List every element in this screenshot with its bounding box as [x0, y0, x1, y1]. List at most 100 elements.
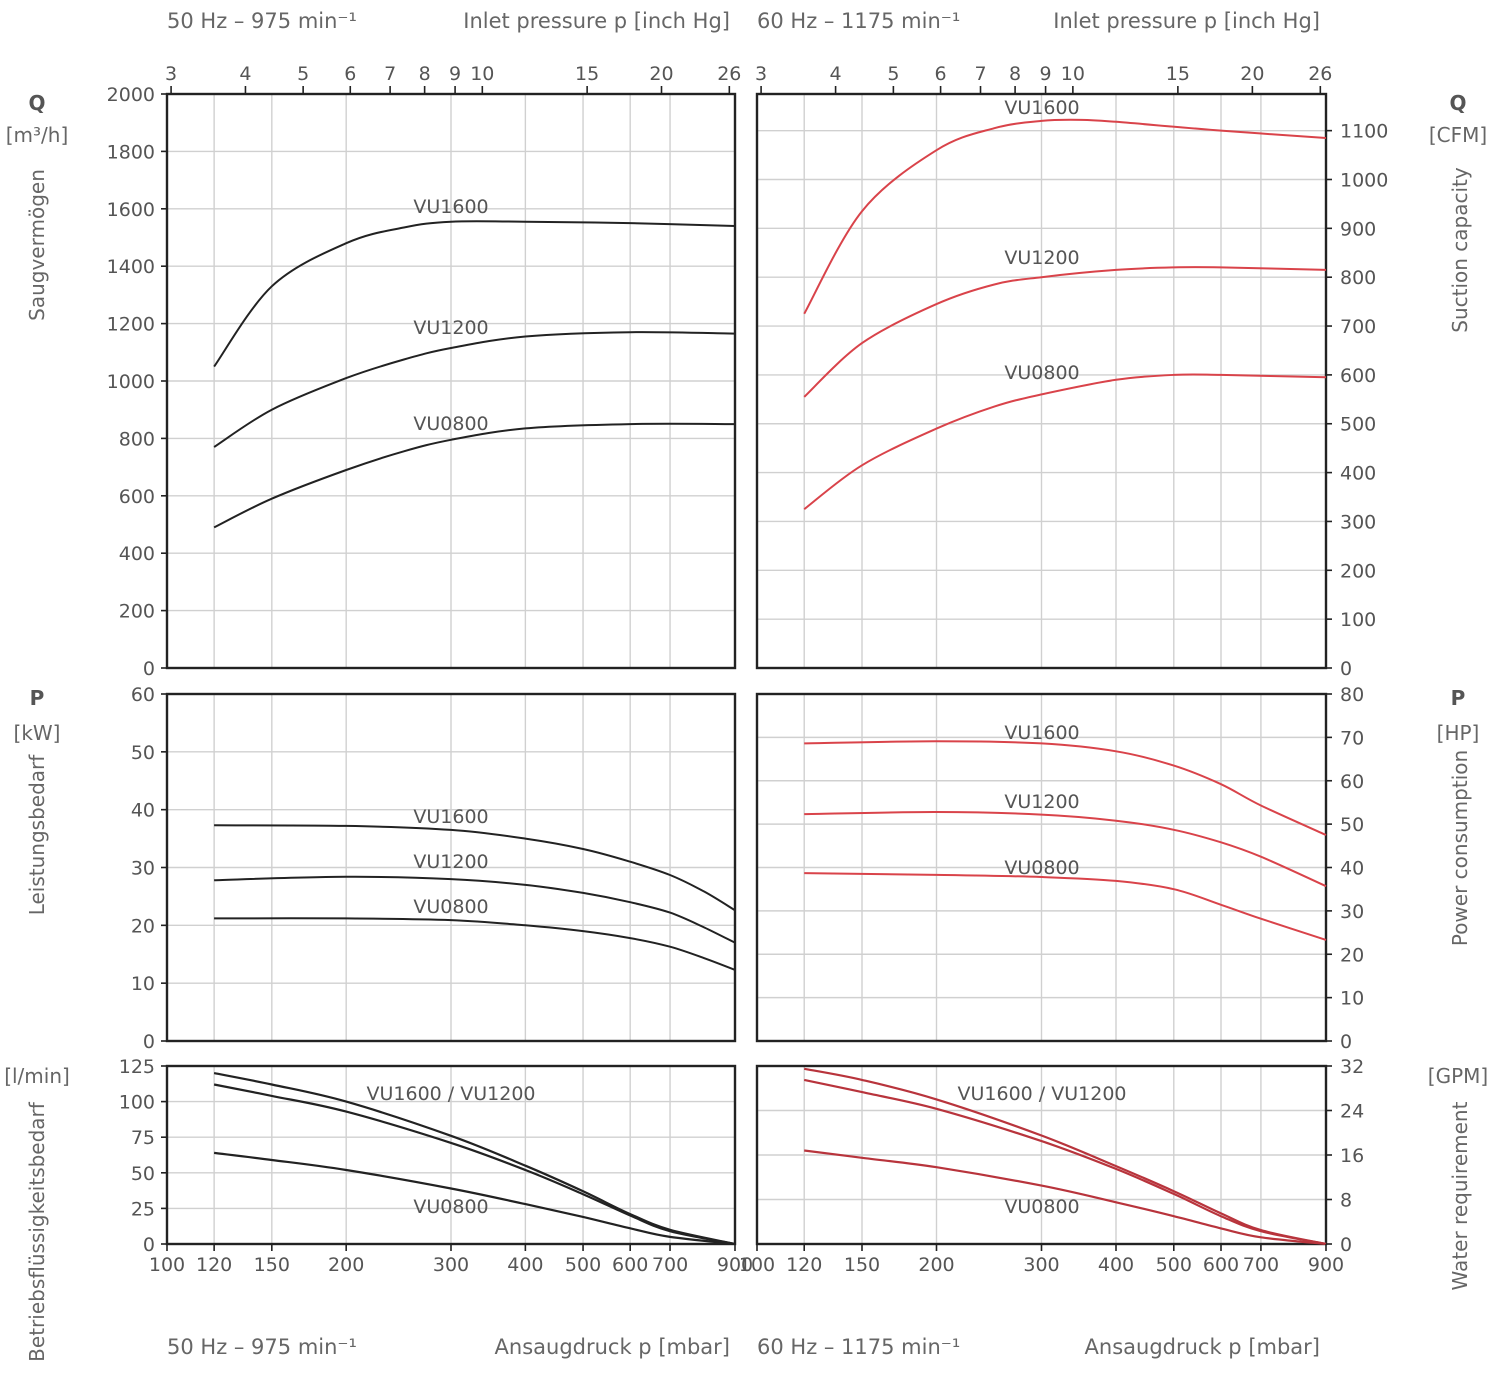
series-line-vu1600-q-60hz — [803, 118, 1327, 315]
mbar-tick-label-l-300: 300 — [433, 1254, 469, 1276]
ytick-label-p-60hz-40: 40 — [1340, 858, 1364, 880]
ytick-label-q-60hz-500: 500 — [1340, 414, 1376, 436]
w-title-right: Water requirement — [1448, 1101, 1472, 1290]
ytick-label-p-50hz-60: 60 — [131, 684, 155, 706]
curve-label-vu0800-q60: VU0800 — [1004, 362, 1079, 384]
mbar-tick-label-r-150: 150 — [844, 1254, 880, 1276]
ytick-label-q-50hz-2000: 2000 — [107, 84, 155, 106]
ytick-label-p-50hz-50: 50 — [131, 742, 155, 764]
mbar-tick-label-l-200: 200 — [328, 1254, 364, 1276]
ytick-label-q-60hz-100: 100 — [1340, 609, 1376, 631]
series-line-vu0800-q-60hz — [803, 373, 1327, 510]
ytick-label-w-50hz-0: 0 — [143, 1234, 155, 1256]
ytick-label-p-50hz-40: 40 — [131, 800, 155, 822]
inhg-tick-label-r-6: 6 — [935, 63, 947, 85]
ytick-label-q-60hz-600: 600 — [1340, 365, 1376, 387]
tick-layer: 0200400600800100012001400160018002000010… — [107, 63, 1389, 1276]
inhg-tick-label-r-4: 4 — [830, 63, 842, 85]
header-left-top-freq: 50 Hz – 975 min⁻¹ — [167, 9, 357, 33]
ytick-label-p-60hz-30: 30 — [1340, 901, 1364, 923]
mbar-tick-label-l-120: 120 — [196, 1254, 232, 1276]
curve-label-vu0800-w50: VU0800 — [413, 1196, 488, 1218]
ytick-label-q-50hz-1800: 1800 — [107, 141, 155, 163]
curve-label-vu1600-q50: VU1600 — [413, 196, 488, 218]
inhg-tick-label-r-8: 8 — [1009, 63, 1021, 85]
series-line-vu1200-p-60hz — [804, 810, 1327, 888]
series-line-vu1600-p-60hz — [804, 740, 1327, 836]
curve-label-vu0800-q50: VU0800 — [413, 413, 488, 435]
inhg-tick-label-r-5: 5 — [887, 63, 899, 85]
curve-label-vu1200-p60: VU1200 — [1004, 791, 1079, 813]
ytick-label-q-50hz-0: 0 — [143, 658, 155, 680]
curve-label-vu1600-p50: VU1600 — [413, 806, 488, 828]
ytick-label-p-60hz-60: 60 — [1340, 771, 1364, 793]
ytick-label-w-60hz-8: 8 — [1340, 1190, 1352, 1212]
ytick-label-q-60hz-700: 700 — [1340, 316, 1376, 338]
q-unit-left: [m³/h] — [6, 123, 69, 147]
inhg-tick-label-l-4: 4 — [239, 63, 251, 85]
mbar-tick-label-r-120: 120 — [786, 1254, 822, 1276]
ytick-label-p-60hz-0: 0 — [1340, 1031, 1352, 1053]
inhg-tick-label-r-3: 3 — [755, 63, 767, 85]
curve-label-vu0800-p60: VU0800 — [1004, 857, 1079, 879]
series-line-vu0800-w-60hz — [804, 1149, 1327, 1246]
ytick-label-w-60hz-32: 32 — [1340, 1056, 1364, 1078]
ytick-label-q-60hz-0: 0 — [1340, 658, 1352, 680]
header-right-bottom-pressure: Ansaugdruck p [mbar] — [1085, 1335, 1320, 1359]
inhg-tick-label-r-15: 15 — [1166, 63, 1190, 85]
inhg-tick-label-r-10: 10 — [1061, 63, 1085, 85]
header-left-bottom-freq: 50 Hz – 975 min⁻¹ — [167, 1335, 357, 1359]
ytick-label-q-50hz-1400: 1400 — [107, 256, 155, 278]
series-line-vu1200-w-50hz — [213, 1083, 736, 1246]
series-line-vu1200-q-50hz — [213, 331, 736, 448]
inhg-tick-label-r-7: 7 — [974, 63, 986, 85]
mbar-tick-label-r-500: 500 — [1156, 1254, 1192, 1276]
series-line-vu1200-q-60hz — [803, 266, 1327, 398]
curve-label-vu1600-q60: VU1600 — [1004, 97, 1079, 119]
ytick-label-q-60hz-800: 800 — [1340, 267, 1376, 289]
q-unit-right: [CFM] — [1429, 123, 1487, 147]
ytick-label-q-50hz-1200: 1200 — [107, 314, 155, 336]
curve-label-vu1200-q60: VU1200 — [1004, 247, 1079, 269]
curve-label-vu1600-p60: VU1600 — [1004, 722, 1079, 744]
ytick-label-w-50hz-50: 50 — [131, 1163, 155, 1185]
ytick-label-q-60hz-200: 200 — [1340, 560, 1376, 582]
ytick-label-w-60hz-16: 16 — [1340, 1145, 1364, 1167]
mbar-tick-label-r-400: 400 — [1098, 1254, 1134, 1276]
ytick-label-q-60hz-300: 300 — [1340, 511, 1376, 533]
curve-label-vu1200-p50: VU1200 — [413, 851, 488, 873]
ytick-label-q-60hz-900: 900 — [1340, 218, 1376, 240]
inhg-tick-label-l-7: 7 — [384, 63, 396, 85]
inhg-tick-label-r-26: 26 — [1308, 63, 1332, 85]
ytick-label-p-60hz-50: 50 — [1340, 814, 1364, 836]
curve-label-vu1600-1200-w60: VU1600 / VU1200 — [958, 1083, 1127, 1105]
ytick-label-p-60hz-80: 80 — [1340, 684, 1364, 706]
series-line-vu1200-w-60hz — [803, 1078, 1327, 1246]
mbar-tick-label-l-500: 500 — [565, 1254, 601, 1276]
curve-label-vu1600-1200-w50: VU1600 / VU1200 — [367, 1083, 536, 1105]
inhg-tick-label-l-15: 15 — [575, 63, 599, 85]
inhg-tick-label-l-3: 3 — [165, 63, 177, 85]
inhg-tick-label-l-5: 5 — [297, 63, 309, 85]
mbar-tick-label-r-300: 300 — [1023, 1254, 1059, 1276]
w-unit-right: [GPM] — [1428, 1064, 1488, 1088]
ytick-label-p-50hz-30: 30 — [131, 858, 155, 880]
series-line-vu1600-w-60hz — [803, 1067, 1327, 1246]
q-title-left: Saugvermögen — [25, 169, 49, 321]
mbar-tick-label-l-600: 600 — [612, 1254, 648, 1276]
p-title-left: Leistungsbedarf — [25, 754, 49, 916]
mbar-tick-label-r-200: 200 — [918, 1254, 954, 1276]
ytick-label-p-50hz-10: 10 — [131, 973, 155, 995]
curve-label-vu1200-q50: VU1200 — [413, 317, 488, 339]
mbar-tick-label-r-700: 700 — [1243, 1254, 1279, 1276]
series-line-vu0800-p-50hz — [214, 917, 736, 971]
ytick-label-q-50hz-1600: 1600 — [107, 199, 155, 221]
inhg-tick-label-r-9: 9 — [1040, 63, 1052, 85]
mbar-tick-label-r-600: 600 — [1203, 1254, 1239, 1276]
ytick-label-w-60hz-0: 0 — [1340, 1234, 1352, 1256]
ytick-label-p-60hz-20: 20 — [1340, 944, 1364, 966]
ytick-label-w-50hz-25: 25 — [131, 1198, 155, 1220]
ytick-label-q-50hz-1000: 1000 — [107, 371, 155, 393]
series-line-vu1200-p-50hz — [214, 875, 736, 944]
